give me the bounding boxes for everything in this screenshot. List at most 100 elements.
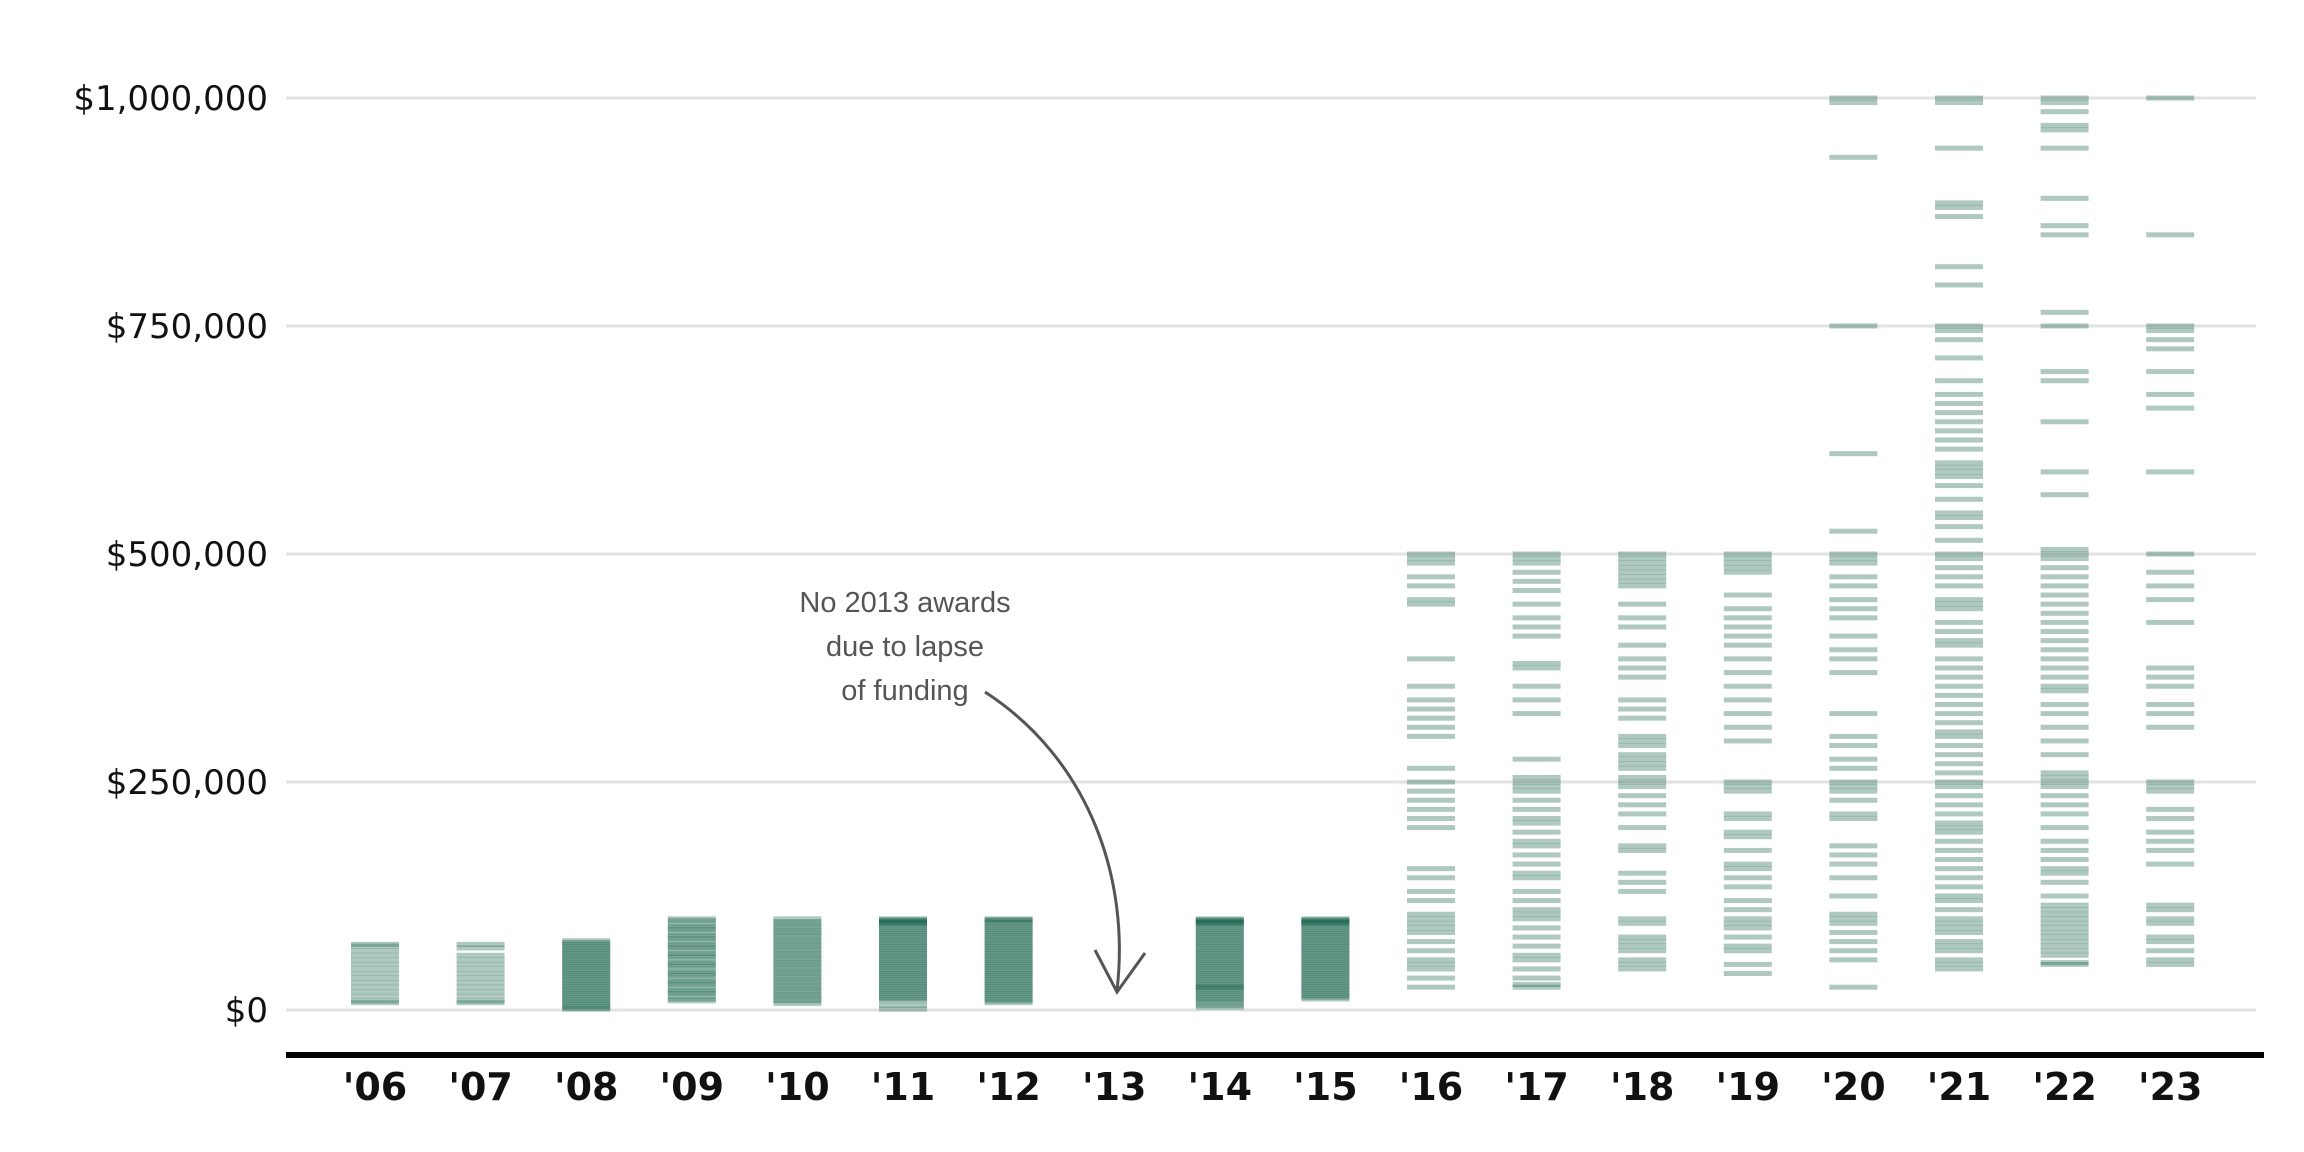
award-mark — [667, 929, 716, 935]
award-mark — [1723, 948, 1772, 954]
award-mark — [1935, 943, 1983, 949]
award-mark — [1195, 919, 1244, 925]
award-mark — [2040, 492, 2089, 498]
award-mark — [1301, 994, 1350, 1000]
award-mark — [2146, 916, 2195, 922]
award-mark — [1512, 578, 1561, 584]
award-mark — [1618, 642, 1667, 648]
award-mark — [1935, 692, 1983, 698]
award-mark — [879, 952, 927, 958]
award-mark — [1407, 806, 1455, 812]
award-mark — [1935, 638, 1983, 644]
award-mark — [1935, 665, 1983, 671]
award-mark — [2146, 674, 2195, 680]
award-mark — [2040, 674, 2089, 680]
award-mark — [1407, 551, 1455, 557]
award-mark — [351, 1000, 399, 1006]
award-mark — [1301, 936, 1350, 942]
award-mark — [879, 927, 927, 933]
award-mark — [1935, 711, 1983, 717]
award-mark — [1512, 934, 1561, 940]
award-mark — [879, 992, 927, 998]
award-mark — [1723, 875, 1772, 881]
award-mark — [2146, 957, 2195, 963]
award-mark — [2040, 870, 2089, 876]
award-mark — [1195, 965, 1244, 971]
award-mark — [1512, 806, 1561, 812]
award-mark — [1195, 991, 1244, 997]
award-mark — [984, 991, 1033, 997]
award-mark — [1723, 934, 1772, 940]
award-mark — [1618, 920, 1667, 926]
award-mark — [667, 945, 716, 951]
award-mark — [1618, 765, 1667, 771]
award-mark — [2040, 857, 2089, 863]
award-mark — [2040, 939, 2089, 945]
x-tick-label: '09 — [660, 1065, 725, 1109]
award-mark — [984, 994, 1033, 1000]
award-mark — [1512, 665, 1561, 671]
award-mark — [1195, 978, 1244, 984]
x-tick-label: '22 — [2032, 1065, 2097, 1109]
award-mark — [984, 940, 1033, 946]
award-mark — [879, 980, 927, 986]
award-mark — [984, 947, 1033, 953]
award-mark — [773, 971, 822, 977]
award-mark — [667, 966, 716, 972]
award-mark — [1829, 100, 1878, 106]
award-mark — [667, 991, 716, 997]
award-mark — [1723, 779, 1772, 785]
award-mark — [1407, 975, 1455, 981]
award-mark — [984, 958, 1033, 964]
award-mark — [562, 981, 611, 987]
award-mark — [2040, 665, 2089, 671]
award-mark — [1301, 992, 1350, 998]
award-mark — [1407, 724, 1455, 730]
award-mark — [879, 996, 927, 1002]
award-mark — [1301, 978, 1350, 984]
award-mark — [1829, 647, 1878, 653]
award-mark — [1618, 601, 1667, 607]
award-mark — [1407, 697, 1455, 703]
award-mark — [1829, 451, 1878, 457]
award-mark — [1935, 761, 1983, 767]
award-mark — [456, 998, 505, 1004]
award-mark — [1935, 391, 1983, 397]
award-mark — [2040, 419, 2089, 425]
award-mark — [984, 916, 1033, 922]
award-mark — [562, 958, 611, 964]
award-mark — [562, 963, 611, 969]
award-mark — [456, 989, 505, 995]
award-mark — [1935, 925, 1983, 931]
award-mark — [2040, 943, 2089, 949]
award-mark — [1301, 917, 1350, 923]
award-mark — [773, 932, 822, 938]
award-mark — [2146, 779, 2195, 785]
award-marks — [351, 95, 2195, 1012]
award-mark — [667, 941, 716, 947]
award-mark — [773, 934, 822, 940]
award-mark — [2040, 952, 2089, 958]
award-mark — [1195, 956, 1244, 962]
award-mark — [773, 941, 822, 947]
award-mark — [1935, 496, 1983, 502]
award-mark — [1935, 948, 1983, 954]
award-mark — [2040, 770, 2089, 776]
award-mark — [1301, 919, 1350, 925]
award-mark — [1935, 683, 1983, 689]
award-mark — [2146, 95, 2195, 101]
award-mark — [456, 975, 505, 981]
award-mark — [1935, 483, 1983, 489]
award-mark — [879, 983, 927, 989]
award-mark — [1195, 961, 1244, 967]
award-mark — [1512, 875, 1561, 881]
award-mark — [879, 943, 927, 949]
award-mark — [773, 996, 822, 1002]
award-mark — [773, 982, 822, 988]
award-mark — [984, 950, 1033, 956]
award-mark — [1935, 916, 1983, 922]
annotation: No 2013 awards due to lapse of funding — [799, 587, 1147, 995]
award-mark — [667, 978, 716, 984]
award-mark — [1512, 779, 1561, 785]
award-mark — [1195, 994, 1244, 1000]
